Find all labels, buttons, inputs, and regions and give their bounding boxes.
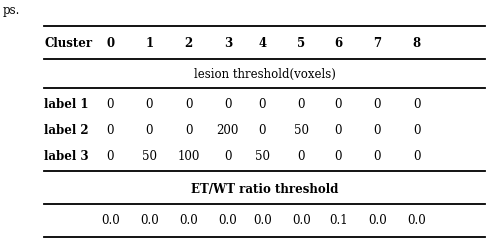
Text: 4: 4 xyxy=(258,37,266,51)
Text: 0: 0 xyxy=(413,124,420,137)
Text: 0.0: 0.0 xyxy=(179,214,198,227)
Text: 3: 3 xyxy=(224,37,232,51)
Text: 0: 0 xyxy=(106,37,114,51)
Text: 0: 0 xyxy=(106,124,114,137)
Text: 8: 8 xyxy=(413,37,420,51)
Text: 0: 0 xyxy=(258,124,266,137)
Text: 50: 50 xyxy=(294,124,309,137)
Text: 0: 0 xyxy=(297,98,305,112)
Text: ET/WT ratio threshold: ET/WT ratio threshold xyxy=(191,183,338,196)
Text: 0: 0 xyxy=(224,150,232,163)
Text: 0: 0 xyxy=(373,124,381,137)
Text: 1: 1 xyxy=(146,37,153,51)
Text: 0.0: 0.0 xyxy=(407,214,426,227)
Text: 0.0: 0.0 xyxy=(219,214,237,227)
Text: 0: 0 xyxy=(146,124,153,137)
Text: 0: 0 xyxy=(297,150,305,163)
Text: 0: 0 xyxy=(413,98,420,112)
Text: 0: 0 xyxy=(106,98,114,112)
Text: 50: 50 xyxy=(142,150,157,163)
Text: 2: 2 xyxy=(185,37,193,51)
Text: 6: 6 xyxy=(334,37,342,51)
Text: 0: 0 xyxy=(258,98,266,112)
Text: 0: 0 xyxy=(334,98,342,112)
Text: Cluster: Cluster xyxy=(44,37,92,51)
Text: 0.0: 0.0 xyxy=(101,214,120,227)
Text: lesion threshold(voxels): lesion threshold(voxels) xyxy=(194,68,336,81)
Text: label 1: label 1 xyxy=(44,98,89,112)
Text: 100: 100 xyxy=(177,150,200,163)
Text: 0: 0 xyxy=(185,98,193,112)
Text: 0.0: 0.0 xyxy=(253,214,271,227)
Text: 0: 0 xyxy=(185,124,193,137)
Text: ps.: ps. xyxy=(2,4,20,18)
Text: 0: 0 xyxy=(373,150,381,163)
Text: 50: 50 xyxy=(255,150,270,163)
Text: 200: 200 xyxy=(217,124,239,137)
Text: 0.0: 0.0 xyxy=(368,214,387,227)
Text: 0: 0 xyxy=(334,124,342,137)
Text: 5: 5 xyxy=(297,37,305,51)
Text: 7: 7 xyxy=(373,37,381,51)
Text: 0: 0 xyxy=(334,150,342,163)
Text: 0: 0 xyxy=(146,98,153,112)
Text: label 3: label 3 xyxy=(44,150,89,163)
Text: 0.1: 0.1 xyxy=(329,214,347,227)
Text: 0: 0 xyxy=(413,150,420,163)
Text: label 2: label 2 xyxy=(44,124,89,137)
Text: 0.0: 0.0 xyxy=(140,214,159,227)
Text: 0.0: 0.0 xyxy=(292,214,311,227)
Text: 0: 0 xyxy=(106,150,114,163)
Text: 0: 0 xyxy=(373,98,381,112)
Text: 0: 0 xyxy=(224,98,232,112)
